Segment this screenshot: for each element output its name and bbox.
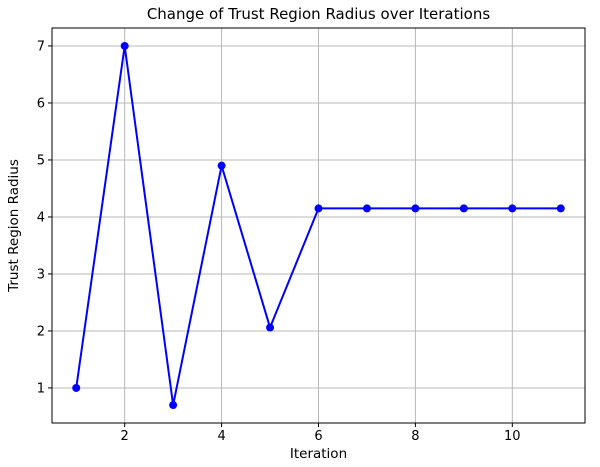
- y-tick-label: 6: [37, 96, 45, 111]
- y-tick-label: 5: [37, 153, 45, 168]
- y-tick-label: 2: [37, 324, 45, 339]
- x-axis-label: Iteration: [290, 446, 347, 462]
- data-point: [72, 383, 81, 392]
- data-point: [459, 204, 468, 213]
- data-point: [217, 161, 226, 170]
- x-tick-label: 2: [121, 429, 129, 444]
- data-point: [508, 204, 517, 213]
- grid-layer: [52, 28, 585, 423]
- data-point: [362, 204, 371, 213]
- data-point: [411, 204, 420, 213]
- data-point: [169, 401, 178, 410]
- data-layer: [72, 41, 565, 410]
- chart-title: Change of Trust Region Radius over Itera…: [147, 5, 491, 23]
- data-point: [266, 323, 275, 332]
- data-point: [120, 41, 129, 50]
- y-tick-label: 3: [37, 267, 45, 282]
- y-tick-label: 4: [37, 210, 45, 225]
- y-tick-label: 1: [37, 381, 45, 396]
- y-axis-label: Trust Region Radius: [6, 159, 22, 293]
- y-tick-label: 7: [37, 39, 45, 54]
- x-tick-label: 6: [314, 429, 322, 444]
- x-tick-label: 8: [411, 429, 419, 444]
- data-point: [314, 204, 323, 213]
- data-point: [556, 204, 565, 213]
- x-tick-label: 4: [217, 429, 225, 444]
- x-tick-label: 10: [504, 429, 521, 444]
